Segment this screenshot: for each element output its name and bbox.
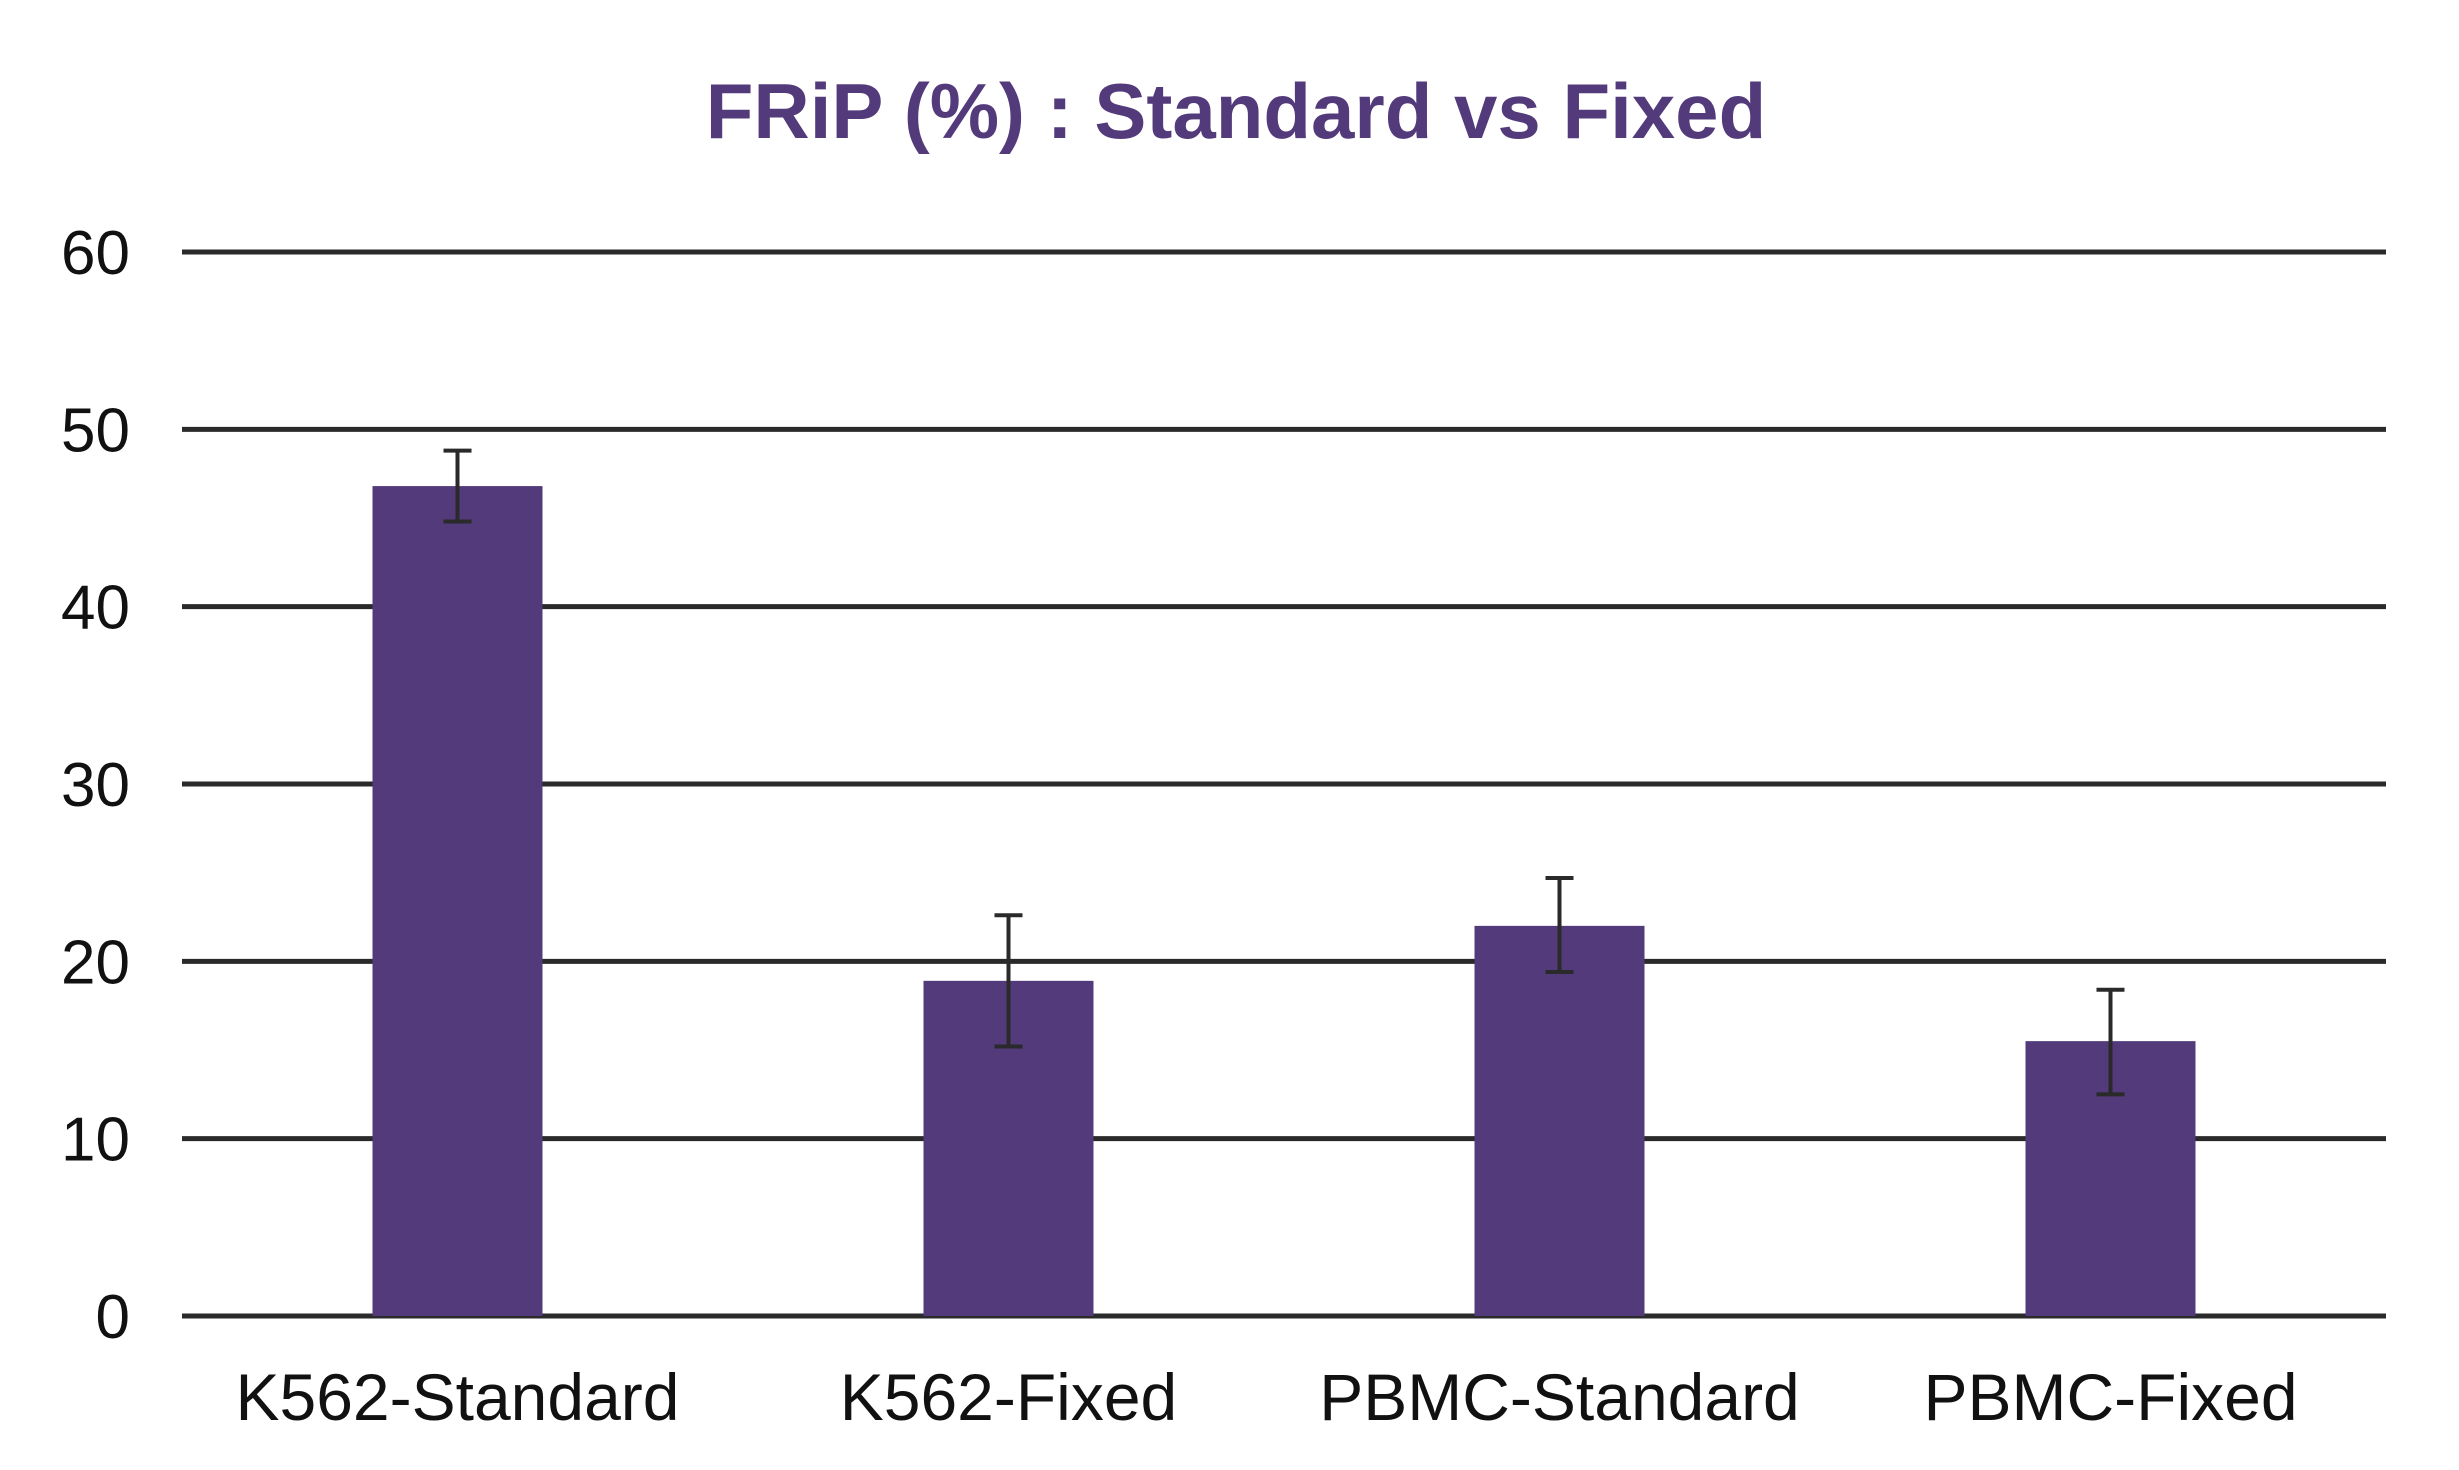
- x-tick-label: PBMC-Fixed: [1923, 1360, 2297, 1434]
- bar-k562-standard: [372, 486, 543, 1317]
- x-tick-label: K562-Standard: [236, 1360, 680, 1434]
- error-bar-k562-fixed: [994, 913, 1023, 1049]
- x-axis-labels: K562-Standard K562-Fixed PBMC-Standard PBMC…: [236, 1360, 2298, 1434]
- y-tick-label: 10: [61, 1106, 130, 1175]
- y-tick-label: 40: [61, 574, 130, 643]
- bar-pbmc-standard: [1474, 925, 1645, 1316]
- chart-title: FRiP (%) : Standard vs Fixed: [706, 67, 1766, 155]
- error-bar-pbmc-standard: [1545, 875, 1574, 974]
- error-bar-pbmc-fixed: [2096, 987, 2125, 1097]
- grid-lines: [182, 249, 2386, 1319]
- x-tick-label: PBMC-Standard: [1319, 1360, 1800, 1434]
- error-bar-k562-standard: [443, 448, 472, 524]
- error-bars: [443, 448, 2125, 1097]
- bars: [372, 486, 2196, 1317]
- y-tick-label: 20: [61, 928, 130, 997]
- x-tick-label: K562-Fixed: [840, 1360, 1178, 1434]
- y-tick-label: 0: [96, 1283, 130, 1352]
- y-axis-ticks: 0 10 20 30 40 50 60: [61, 219, 130, 1352]
- y-tick-label: 60: [61, 219, 130, 288]
- y-tick-label: 50: [61, 396, 130, 465]
- y-tick-label: 30: [61, 751, 130, 820]
